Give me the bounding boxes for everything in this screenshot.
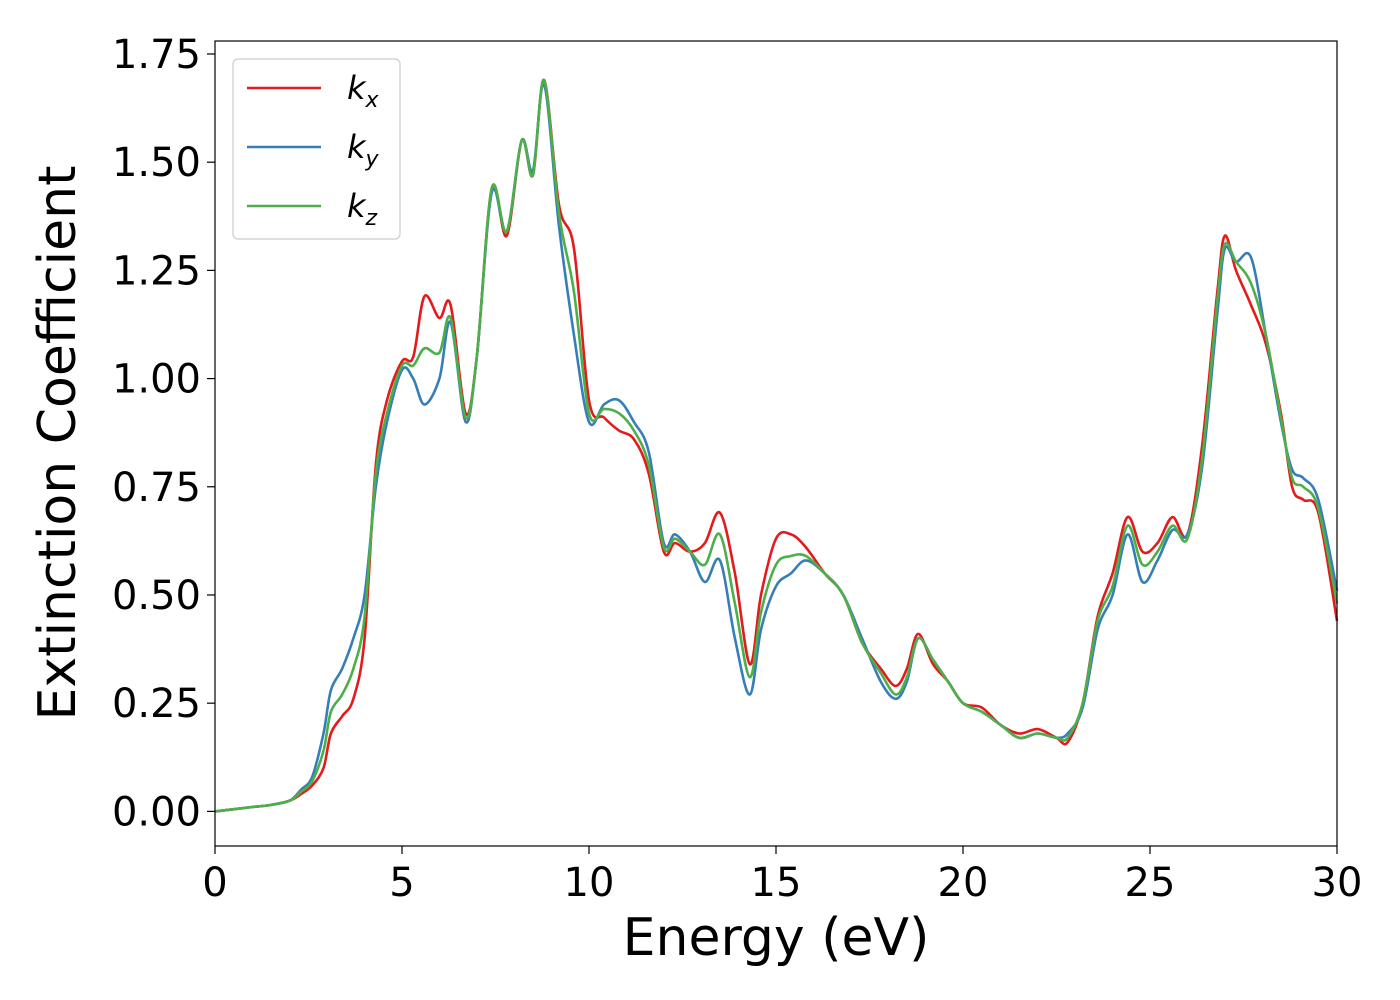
x-tick-label: 0	[202, 860, 227, 906]
x-tick-label: 20	[938, 860, 989, 906]
y-tick-label: 0.75	[112, 465, 201, 511]
y-tick-label: 1.00	[112, 357, 201, 403]
y-tick-label: 0.00	[112, 789, 201, 835]
legend-box	[232, 58, 401, 240]
y-axis-title: Extinction Coefficient	[28, 166, 88, 721]
legend-label-k-x: kx	[347, 69, 380, 113]
y-tick-label: 1.25	[112, 248, 201, 294]
x-tick-label: 15	[751, 860, 802, 906]
y-tick-label: 1.75	[112, 32, 201, 78]
series-line-k-z	[214, 78, 1339, 813]
plot-background	[215, 41, 1337, 846]
x-axis-title: Energy (eV)	[623, 908, 930, 968]
y-tick-label: 0.25	[112, 681, 201, 727]
y-tick-label: 0.50	[112, 573, 201, 619]
x-tick-label: 30	[1312, 860, 1363, 906]
legend: kx ky kz	[232, 58, 401, 240]
x-axis-ticks: 0 5 10 15 20 25 30	[202, 846, 1362, 906]
x-tick-label: 10	[564, 860, 615, 906]
series-line-k-x	[214, 78, 1339, 813]
x-tick-label: 25	[1125, 860, 1176, 906]
y-axis-ticks: 0.00 0.25 0.50 0.75 1.00 1.25 1.50 1.75	[112, 32, 215, 835]
legend-label-k-y: ky	[347, 128, 380, 172]
series-line-k-y	[214, 82, 1339, 813]
x-tick-label: 5	[389, 860, 414, 906]
y-tick-label: 1.50	[112, 140, 201, 186]
legend-label-k-z: kz	[347, 187, 378, 231]
series-layer	[214, 78, 1339, 813]
